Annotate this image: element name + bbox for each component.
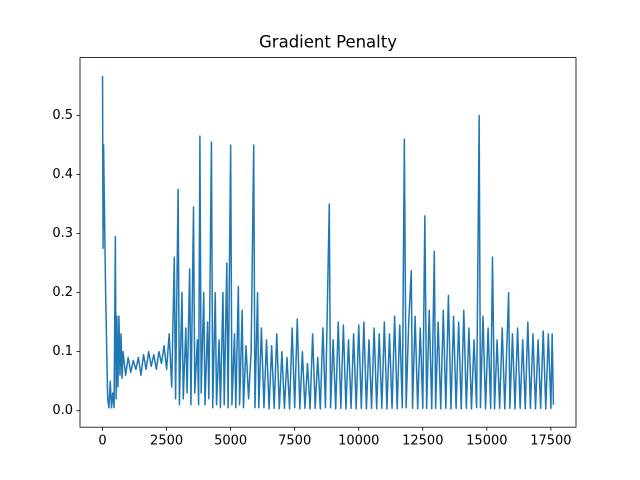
y-tick-label: 0.4 bbox=[52, 167, 73, 182]
x-tick-label: 17500 bbox=[530, 434, 571, 449]
x-tick-label: 15000 bbox=[466, 434, 507, 449]
x-tick-label: 12500 bbox=[402, 434, 443, 449]
x-tick-label: 5000 bbox=[214, 434, 247, 449]
x-tick-label: 10000 bbox=[338, 434, 379, 449]
plot-frame bbox=[79, 57, 577, 428]
y-tick-label: 0.1 bbox=[52, 344, 73, 359]
y-tick-label: 0.5 bbox=[52, 108, 73, 123]
y-tick-label: 0.2 bbox=[52, 285, 73, 300]
x-tick-label: 0 bbox=[98, 434, 106, 449]
data-line bbox=[101, 75, 555, 410]
x-tick-label: 7500 bbox=[278, 434, 311, 449]
x-tick-label: 2500 bbox=[150, 434, 183, 449]
y-tick-label: 0.3 bbox=[52, 226, 73, 241]
y-tick-label: 0.0 bbox=[52, 403, 73, 418]
chart-title: Gradient Penalty bbox=[259, 33, 397, 52]
